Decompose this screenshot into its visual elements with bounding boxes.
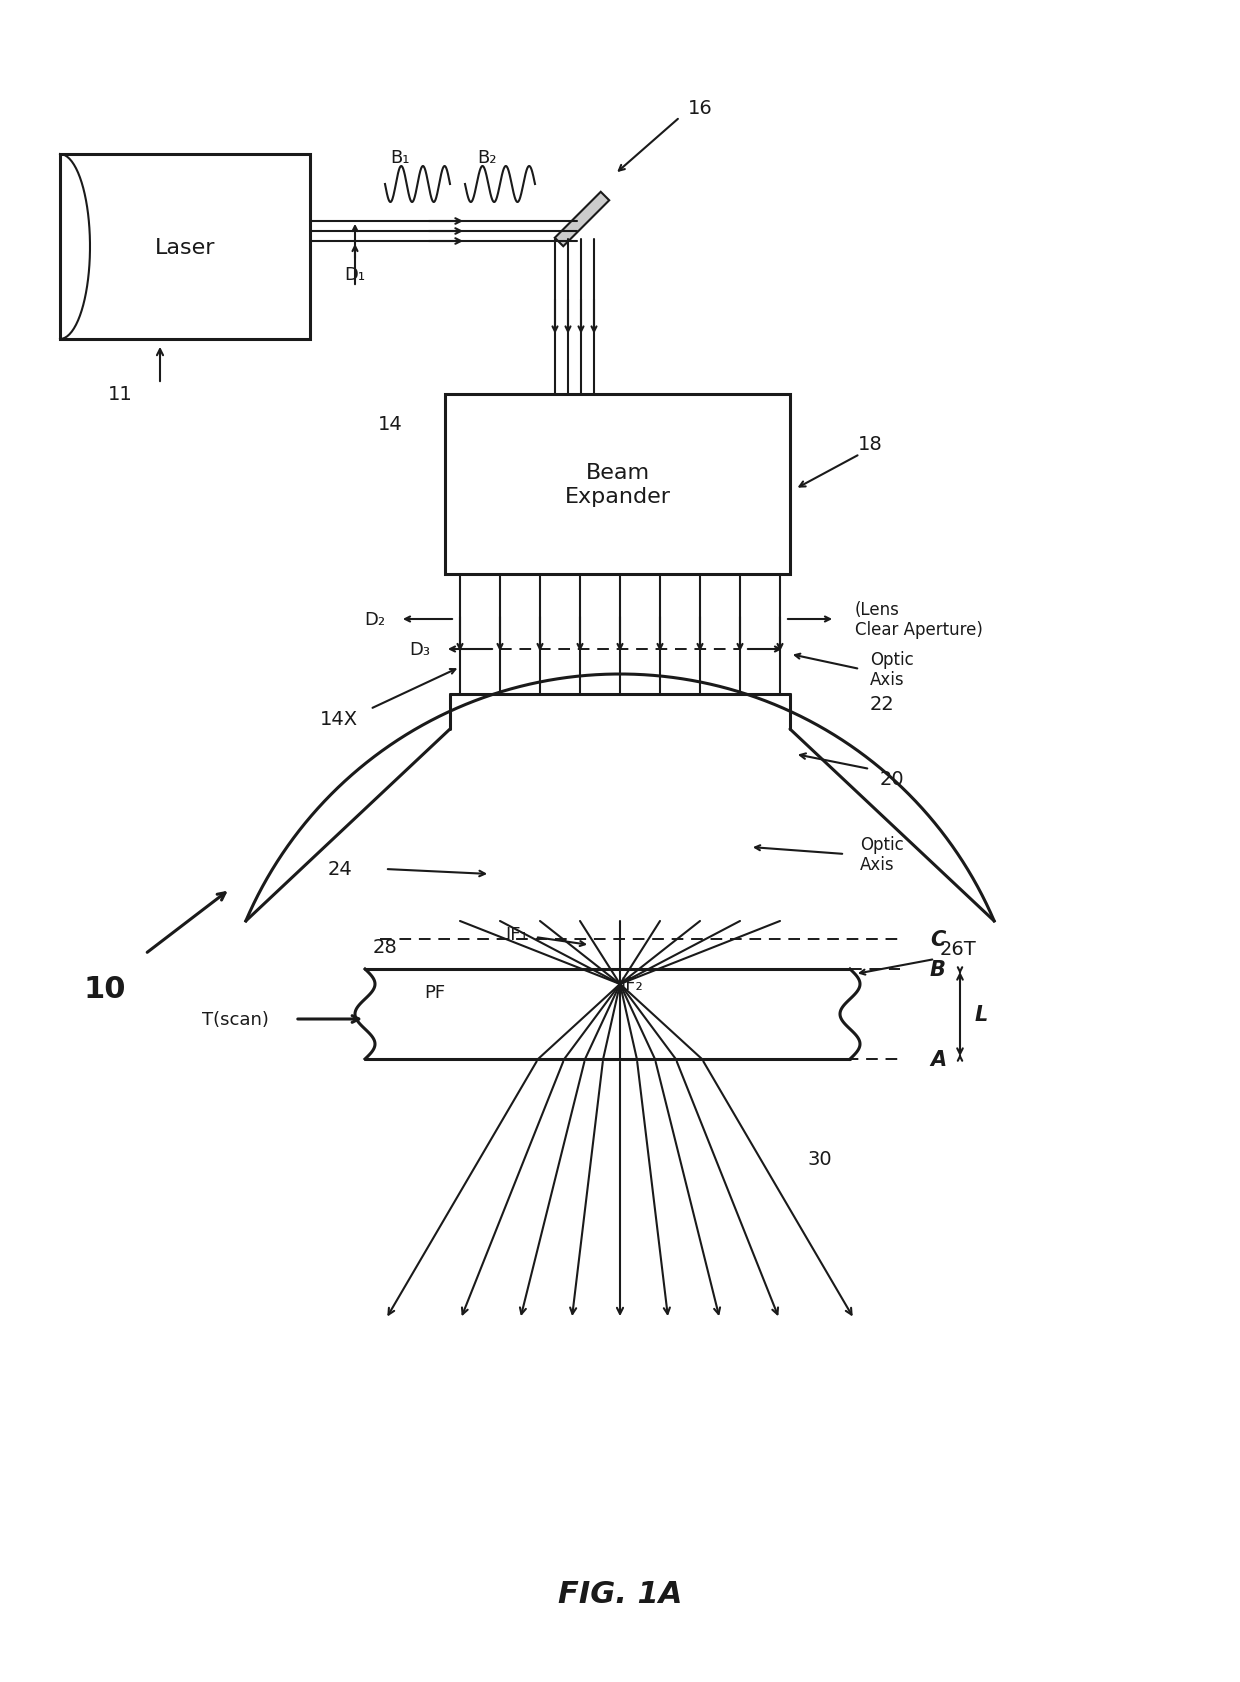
Text: 26T: 26T: [940, 940, 977, 959]
Text: Optic
Axis: Optic Axis: [861, 834, 904, 875]
Text: L: L: [975, 1004, 988, 1024]
Text: D₁: D₁: [345, 266, 366, 284]
Text: PF: PF: [424, 984, 445, 1001]
Text: IF₁: IF₁: [505, 925, 528, 944]
Text: C: C: [930, 930, 945, 949]
Text: (Lens
Clear Aperture): (Lens Clear Aperture): [856, 600, 983, 639]
Text: IF₂: IF₂: [620, 976, 642, 994]
Bar: [445, 395, 790, 575]
Text: 14X: 14X: [320, 710, 358, 728]
Text: 24: 24: [327, 860, 352, 880]
Bar: [60, 155, 310, 340]
Text: 30: 30: [807, 1150, 832, 1169]
Text: 10: 10: [84, 976, 126, 1004]
Polygon shape: [554, 193, 609, 247]
Text: D₃: D₃: [409, 641, 430, 659]
Text: Laser: Laser: [155, 237, 216, 257]
Text: B: B: [930, 959, 946, 979]
Text: Optic
Axis: Optic Axis: [870, 651, 914, 690]
Text: 20: 20: [880, 770, 905, 789]
Text: 22: 22: [870, 695, 895, 715]
Text: 14: 14: [378, 415, 402, 434]
Text: B₂: B₂: [477, 150, 497, 167]
Text: 18: 18: [858, 436, 883, 454]
Text: D₂: D₂: [363, 611, 384, 629]
Text: 28: 28: [373, 939, 397, 957]
Text: FIG. 1A: FIG. 1A: [558, 1579, 682, 1608]
Text: 16: 16: [688, 99, 712, 118]
Text: T(scan): T(scan): [202, 1011, 268, 1028]
Text: A: A: [930, 1050, 946, 1070]
Text: 11: 11: [108, 385, 133, 404]
Text: Beam
Expander: Beam Expander: [564, 463, 671, 506]
Text: B₁: B₁: [391, 150, 409, 167]
